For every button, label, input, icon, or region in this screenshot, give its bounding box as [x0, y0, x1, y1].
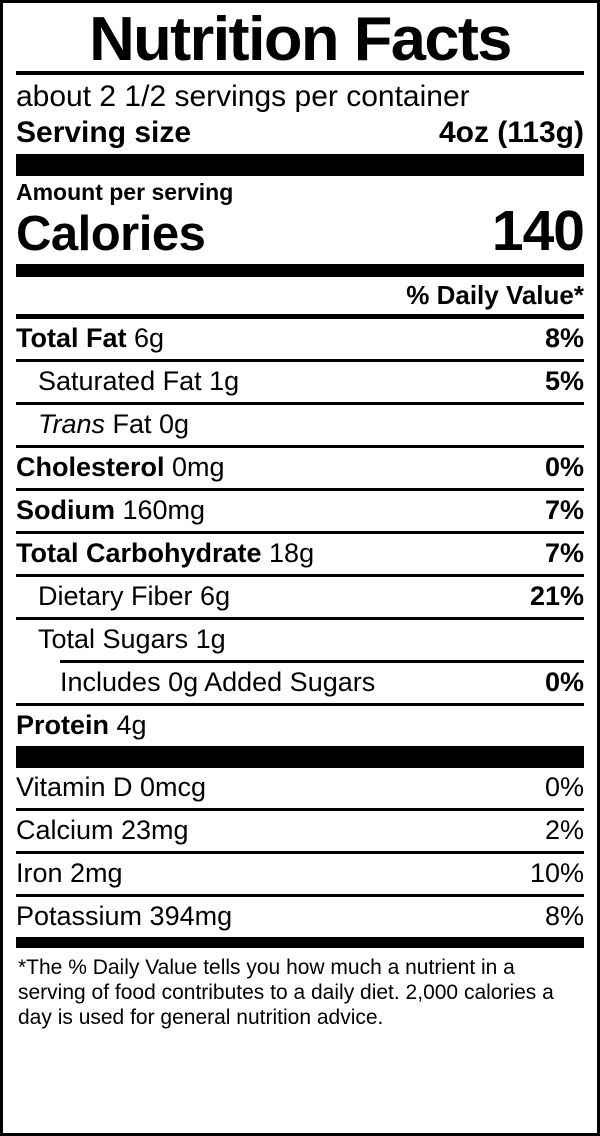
- nutrient-name: Protein 4g: [16, 710, 147, 741]
- nutrient-daily-value: 5%: [544, 366, 584, 396]
- nutrient-name: Trans Fat 0g: [16, 409, 189, 440]
- calories-label: Calories: [16, 207, 206, 261]
- nutrient-name-text: Total Fat: [16, 323, 127, 353]
- micronutrient-row-divider: [16, 851, 584, 854]
- micronutrient-daily-value: 0%: [544, 772, 584, 802]
- nutrient-amount: 160mg: [115, 495, 206, 525]
- nutrient-row-divider: [16, 488, 584, 491]
- nutrient-row-divider: [16, 703, 584, 706]
- nutrient-amount: 0mg: [164, 452, 225, 482]
- nutrient-amount: 6g: [192, 581, 231, 611]
- nutrient-row-divider: [16, 445, 584, 448]
- serving-size-row: Serving size 4oz (113g): [16, 116, 584, 154]
- nutrient-name-text: Cholesterol: [16, 452, 165, 482]
- nutrient-row: Total Sugars 1g: [16, 620, 584, 660]
- nutrient-name-text: Includes 0g Added Sugars: [60, 667, 376, 697]
- nutrient-name: Total Fat 6g: [16, 323, 164, 354]
- nutrient-name-text: Total Sugars: [38, 624, 189, 654]
- nutrient-amount: 18g: [261, 538, 315, 568]
- daily-value-header: % Daily Value*: [406, 280, 584, 310]
- nutrient-amount: 1g: [188, 624, 226, 654]
- nutrient-row: Cholesterol 0mg 0%: [16, 448, 584, 488]
- nutrient-daily-value: 0%: [544, 452, 584, 482]
- servings-per-container: about 2 1/2 servings per container: [16, 80, 470, 113]
- micronutrient-daily-value: 8%: [544, 901, 584, 931]
- nutrient-name-text: Trans: [38, 409, 106, 439]
- nutrient-row-divider: [16, 531, 584, 534]
- nutrient-name: Total Sugars 1g: [16, 624, 226, 655]
- nutrient-row-divider: [16, 359, 584, 362]
- nutrient-row: Trans Fat 0g: [16, 405, 584, 445]
- label-inner: Nutrition Facts about 2 1/2 servings per…: [3, 3, 597, 1133]
- nutrient-name-text: Sodium: [16, 495, 115, 525]
- nutrient-row: Total Carbohydrate 18g 7%: [16, 534, 584, 574]
- nutrient-daily-value: 0%: [544, 667, 584, 697]
- divider-thick-calories: [16, 264, 584, 277]
- micronutrient-row-divider: [16, 808, 584, 811]
- micronutrient-name: Potassium 394mg: [16, 901, 233, 931]
- amount-per-serving-label: Amount per serving: [16, 179, 234, 205]
- micronutrient-name: Calcium 23mg: [16, 815, 189, 845]
- nutrient-list: Total Fat 6g 8% Saturated Fat 1g 5% Trans Fa…: [16, 319, 584, 746]
- divider-under-dv-header: [16, 314, 584, 319]
- nutrient-amount: 4g: [109, 710, 147, 740]
- calories-value: 140: [491, 199, 585, 263]
- nutrient-name: Total Carbohydrate 18g: [16, 538, 314, 569]
- nutrient-row: Protein 4g: [16, 706, 584, 746]
- nutrient-row-divider: [60, 660, 584, 663]
- nutrient-name-text: Total Carbohydrate: [16, 538, 262, 568]
- nutrient-row-divider: [16, 617, 584, 620]
- micronutrient-name: Vitamin D 0mcg: [16, 772, 207, 802]
- micronutrient-row: Vitamin D 0mcg 0%: [16, 768, 584, 808]
- nutrient-daily-value: 7%: [544, 495, 584, 525]
- nutrient-name-text: Saturated Fat: [38, 366, 202, 396]
- micronutrient-row: Iron 2mg 10%: [16, 854, 584, 894]
- divider-thick-footnote: [16, 937, 584, 948]
- nutrient-daily-value: 7%: [544, 538, 584, 568]
- nutrient-row: Saturated Fat 1g 5%: [16, 362, 584, 402]
- micronutrient-list: Vitamin D 0mcg 0% Calcium 23mg 2% Iron 2mg 10…: [16, 768, 584, 937]
- divider-under-title: [16, 71, 584, 75]
- serving-size-label: Serving size: [16, 116, 192, 149]
- nutrient-row: Total Fat 6g 8%: [16, 319, 584, 359]
- page-title: Nutrition Facts: [89, 5, 512, 74]
- micronutrient-row: Potassium 394mg 8%: [16, 897, 584, 937]
- divider-thick-top: [16, 154, 584, 176]
- nutrient-name: Dietary Fiber 6g: [16, 581, 230, 612]
- nutrient-name: Includes 0g Added Sugars: [16, 667, 375, 698]
- nutrient-name-text: Protein: [16, 710, 110, 740]
- nutrient-amount: 6g: [126, 323, 165, 353]
- nutrient-row-divider: [16, 402, 584, 405]
- nutrient-amount: Fat 0g: [105, 409, 190, 439]
- nutrient-row: Dietary Fiber 6g 21%: [16, 577, 584, 617]
- micronutrient-daily-value: 2%: [544, 815, 584, 845]
- nutrient-name: Saturated Fat 1g: [16, 366, 239, 397]
- footnote: *The % Daily Value tells you how much a …: [18, 956, 554, 1029]
- nutrient-row-divider: [16, 574, 584, 577]
- nutrient-row: Includes 0g Added Sugars 0%: [16, 663, 584, 703]
- nutrient-name: Cholesterol 0mg: [16, 452, 225, 483]
- micronutrient-name: Iron 2mg: [16, 858, 123, 888]
- nutrient-name-text: Dietary Fiber: [38, 581, 193, 611]
- micronutrient-row-divider: [16, 894, 584, 897]
- serving-size-value: 4oz (113g): [438, 116, 584, 149]
- nutrient-row: Sodium 160mg 7%: [16, 491, 584, 531]
- nutrient-name: Sodium 160mg: [16, 495, 205, 526]
- micronutrient-row: Calcium 23mg 2%: [16, 811, 584, 851]
- nutrient-amount: 1g: [201, 366, 240, 396]
- nutrient-daily-value: 8%: [544, 323, 584, 353]
- nutrient-daily-value: 21%: [529, 581, 584, 611]
- divider-thick-micronutrients: [16, 746, 584, 768]
- micronutrient-daily-value: 10%: [529, 858, 584, 888]
- calories-row: Calories 140: [16, 199, 585, 264]
